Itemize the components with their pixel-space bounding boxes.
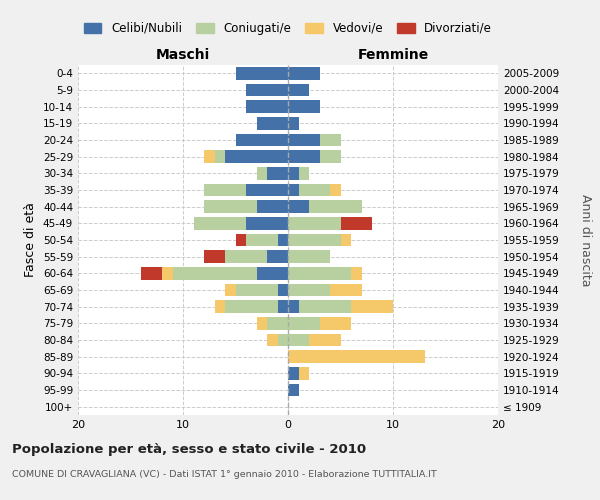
Bar bbox=[193, 217, 246, 230]
Bar bbox=[288, 300, 299, 313]
Bar bbox=[299, 300, 351, 313]
Bar bbox=[235, 67, 288, 80]
Bar bbox=[288, 67, 320, 80]
Text: COMUNE DI CRAVAGLIANA (VC) - Dati ISTAT 1° gennaio 2010 - Elaborazione TUTTITALI: COMUNE DI CRAVAGLIANA (VC) - Dati ISTAT … bbox=[12, 470, 437, 479]
Bar bbox=[288, 317, 320, 330]
Bar bbox=[267, 317, 288, 330]
Bar bbox=[225, 150, 288, 163]
Bar bbox=[246, 84, 288, 96]
Bar bbox=[246, 217, 288, 230]
Bar bbox=[320, 134, 341, 146]
Bar bbox=[288, 367, 299, 380]
Legend: Celibi/Nubili, Coniugati/e, Vedovi/e, Divorziati/e: Celibi/Nubili, Coniugati/e, Vedovi/e, Di… bbox=[84, 22, 492, 35]
Text: Popolazione per età, sesso e stato civile - 2010: Popolazione per età, sesso e stato civil… bbox=[12, 442, 366, 456]
Bar bbox=[246, 234, 277, 246]
Bar bbox=[299, 367, 309, 380]
Bar bbox=[246, 184, 288, 196]
Bar bbox=[288, 134, 320, 146]
Bar bbox=[277, 334, 288, 346]
Bar bbox=[257, 267, 288, 280]
Bar bbox=[288, 84, 309, 96]
Bar bbox=[288, 150, 320, 163]
Bar bbox=[288, 200, 309, 213]
Bar bbox=[288, 250, 330, 263]
Y-axis label: Anni di nascita: Anni di nascita bbox=[579, 194, 592, 286]
Bar bbox=[330, 184, 341, 196]
Bar bbox=[215, 150, 225, 163]
Bar bbox=[257, 117, 288, 130]
Bar bbox=[299, 167, 309, 179]
Bar bbox=[235, 284, 277, 296]
Bar bbox=[267, 167, 288, 179]
Bar bbox=[257, 167, 267, 179]
Bar bbox=[288, 167, 299, 179]
Bar bbox=[309, 334, 341, 346]
Bar bbox=[204, 184, 246, 196]
Text: Femmine: Femmine bbox=[358, 48, 428, 62]
Bar bbox=[288, 100, 320, 113]
Bar bbox=[267, 334, 277, 346]
Bar bbox=[288, 350, 425, 363]
Bar bbox=[215, 300, 225, 313]
Bar bbox=[351, 300, 393, 313]
Bar bbox=[204, 200, 257, 213]
Bar bbox=[288, 217, 341, 230]
Bar bbox=[351, 267, 361, 280]
Bar bbox=[277, 284, 288, 296]
Bar bbox=[341, 217, 372, 230]
Bar bbox=[288, 234, 341, 246]
Bar bbox=[204, 150, 215, 163]
Bar bbox=[257, 317, 267, 330]
Bar bbox=[320, 150, 341, 163]
Bar bbox=[225, 250, 267, 263]
Bar bbox=[246, 100, 288, 113]
Bar bbox=[299, 184, 330, 196]
Bar bbox=[257, 200, 288, 213]
Text: Maschi: Maschi bbox=[156, 48, 210, 62]
Bar bbox=[225, 284, 235, 296]
Bar bbox=[341, 234, 351, 246]
Bar bbox=[288, 117, 299, 130]
Bar bbox=[225, 300, 277, 313]
Bar bbox=[173, 267, 257, 280]
Bar bbox=[277, 234, 288, 246]
Bar bbox=[288, 184, 299, 196]
Y-axis label: Fasce di età: Fasce di età bbox=[25, 202, 37, 278]
Bar bbox=[141, 267, 162, 280]
Bar bbox=[267, 250, 288, 263]
Bar bbox=[309, 200, 361, 213]
Bar bbox=[330, 284, 361, 296]
Bar bbox=[288, 267, 351, 280]
Bar bbox=[204, 250, 225, 263]
Bar bbox=[288, 334, 309, 346]
Bar bbox=[235, 234, 246, 246]
Bar bbox=[320, 317, 351, 330]
Bar bbox=[288, 384, 299, 396]
Bar bbox=[235, 134, 288, 146]
Bar bbox=[288, 284, 330, 296]
Bar bbox=[162, 267, 173, 280]
Bar bbox=[277, 300, 288, 313]
